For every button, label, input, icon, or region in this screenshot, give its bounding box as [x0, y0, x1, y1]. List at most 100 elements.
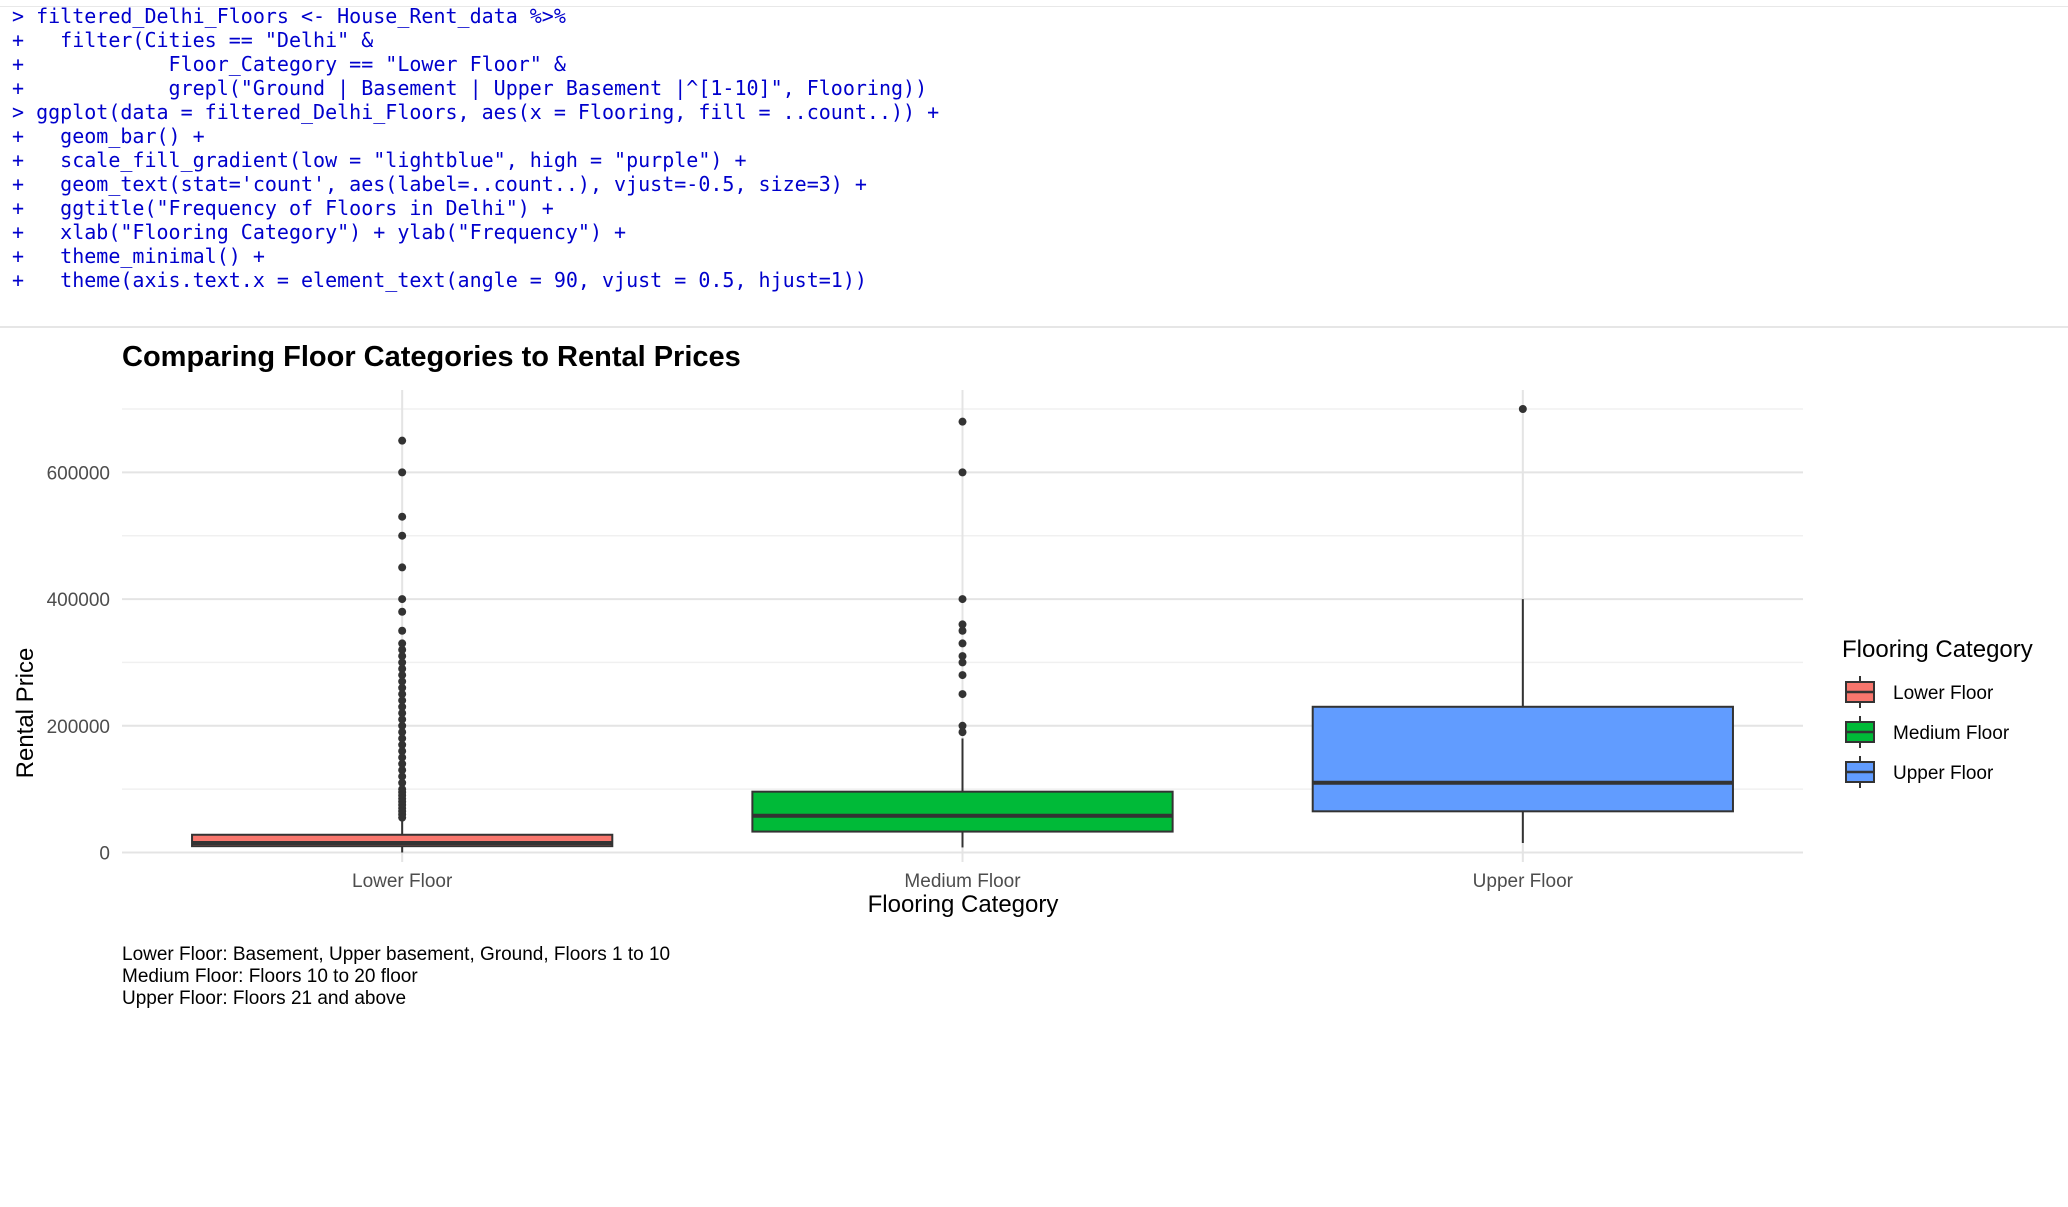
y-tick-label: 600000 — [47, 463, 110, 484]
console-line: + ggtitle("Frequency of Floors in Delhi"… — [12, 196, 939, 220]
x-tick-label: Medium Floor — [904, 871, 1021, 892]
console-code: Floor_Category == "Lower Floor" & — [24, 52, 566, 76]
legend-item: Medium Floor — [1845, 716, 2010, 748]
outlier-point — [398, 813, 407, 822]
outlier-point — [398, 721, 407, 730]
console-prompt: + — [12, 196, 25, 220]
y-tick-label: 200000 — [47, 717, 110, 738]
legend-items: Lower Floor Medium Floor Upper Floor — [1845, 676, 2010, 788]
legend-item: Upper Floor — [1845, 756, 1994, 788]
caption-line: Upper Floor: Floors 21 and above — [122, 988, 406, 1009]
outlier-point — [398, 734, 407, 743]
outlier-point — [398, 652, 407, 661]
console-prompt: + — [12, 268, 25, 292]
outlier-point — [398, 696, 407, 705]
x-tick-label: Lower Floor — [352, 871, 453, 892]
outlier-point — [398, 607, 407, 616]
outlier-point — [398, 772, 407, 781]
outlier-point — [398, 740, 407, 749]
r-console[interactable]: > filtered_Delhi_Floors <- House_Rent_da… — [0, 0, 2068, 328]
outlier-point — [958, 626, 967, 635]
outlier-point — [958, 728, 967, 737]
outlier-point — [958, 417, 967, 426]
outlier-point — [398, 702, 407, 711]
outlier-point — [398, 683, 407, 692]
legend-label: Medium Floor — [1893, 723, 2010, 744]
console-code: xlab("Flooring Category") + ylab("Freque… — [24, 220, 627, 244]
outlier-point — [398, 677, 407, 686]
console-code: theme(axis.text.x = element_text(angle =… — [24, 268, 867, 292]
outlier-point — [398, 436, 407, 445]
console-line: + Floor_Category == "Lower Floor" & — [12, 52, 939, 76]
console-code-lines: > filtered_Delhi_Floors <- House_Rent_da… — [12, 4, 939, 292]
console-prompt: + — [12, 220, 25, 244]
box-iqr — [751, 790, 1174, 833]
caption-line: Lower Floor: Basement, Upper basement, G… — [122, 944, 670, 965]
outlier-point — [398, 639, 407, 648]
console-line: + geom_bar() + — [12, 124, 939, 148]
outlier-point — [398, 626, 407, 635]
outlier-point — [398, 512, 407, 521]
outlier-point — [398, 747, 407, 756]
legend: Flooring Category Lower Floor Medium Floo… — [1842, 636, 2033, 788]
outlier-point — [958, 620, 967, 629]
y-tick-label: 0 — [99, 843, 110, 864]
console-code: geom_bar() + — [24, 124, 205, 148]
boxplot-chart: 0 200000 400000 600000 Lower Floor Medium Flo… — [12, 341, 2033, 1009]
console-line: + theme(axis.text.x = element_text(angle… — [12, 268, 939, 292]
console-top-border — [0, 0, 2068, 7]
outlier-point — [398, 595, 407, 604]
console-line: > ggplot(data = filtered_Delhi_Floors, a… — [12, 100, 939, 124]
outlier-point — [398, 671, 407, 680]
outlier-point — [398, 531, 407, 540]
box-medium-floor — [751, 417, 1174, 848]
y-tick-label: 400000 — [47, 590, 110, 611]
console-prompt: + — [12, 148, 25, 172]
console-line: > filtered_Delhi_Floors <- House_Rent_da… — [12, 4, 939, 28]
legend-title: Flooring Category — [1842, 636, 2033, 663]
box-iqr — [1311, 705, 1734, 813]
outlier-point — [398, 645, 407, 654]
legend-label: Upper Floor — [1893, 763, 1994, 784]
console-code: filtered_Delhi_Floors <- House_Rent_data… — [24, 4, 566, 28]
console-line: + scale_fill_gradient(low = "lightblue",… — [12, 148, 939, 172]
console-line: + xlab("Flooring Category") + ylab("Freq… — [12, 220, 939, 244]
chart-title: Comparing Floor Categories to Rental Pri… — [122, 341, 741, 373]
console-prompt: + — [12, 28, 25, 52]
console-prompt: + — [12, 76, 25, 100]
console-prompt: + — [12, 244, 25, 268]
outlier-point — [958, 671, 967, 680]
console-code: ggplot(data = filtered_Delhi_Floors, aes… — [24, 100, 940, 124]
outlier-point — [958, 595, 967, 604]
console-code: theme_minimal() + — [24, 244, 265, 268]
console-prompt: + — [12, 52, 25, 76]
outlier-point — [398, 709, 407, 718]
outlier-point — [398, 778, 407, 787]
outlier-point — [398, 728, 407, 737]
outlier-point — [958, 658, 967, 667]
outlier-point — [1518, 405, 1527, 414]
console-code: grepl("Ground | Basement | Upper Basemen… — [24, 76, 928, 100]
outlier-point — [958, 639, 967, 648]
box-upper-floor — [1311, 405, 1734, 843]
console-prompt: + — [12, 124, 25, 148]
console-code: geom_text(stat='count', aes(label=..coun… — [24, 172, 867, 196]
boxes — [191, 405, 1734, 853]
box-lower-floor — [191, 436, 614, 853]
outlier-point — [958, 721, 967, 730]
console-prompt: > — [12, 4, 25, 28]
outlier-point — [398, 759, 407, 768]
outlier-point — [958, 652, 967, 661]
console-line: + geom_text(stat='count', aes(label=..co… — [12, 172, 939, 196]
caption: Lower Floor: Basement, Upper basement, G… — [122, 944, 670, 1009]
outlier-point — [398, 766, 407, 775]
outlier-point — [398, 658, 407, 667]
console-code: filter(Cities == "Delhi" & — [24, 28, 374, 52]
y-axis-title: Rental Price — [12, 648, 39, 779]
outlier-point — [398, 468, 407, 477]
console-prompt: > — [12, 100, 25, 124]
outlier-point — [398, 664, 407, 673]
console-prompt: + — [12, 172, 25, 196]
outlier-point — [398, 715, 407, 724]
x-tick-label: Upper Floor — [1473, 871, 1574, 892]
